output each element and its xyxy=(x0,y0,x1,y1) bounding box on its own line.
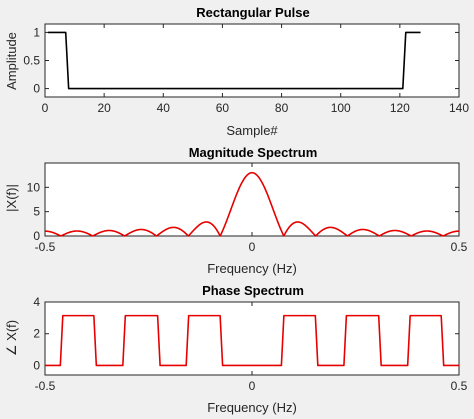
rect-pulse-xtick-label: 100 xyxy=(331,101,351,115)
magnitude-series-line xyxy=(44,171,460,237)
rect-pulse-ytick-label: 1 xyxy=(33,25,40,39)
rect-pulse-panel: Rectangular Pulse 0 20 40 60 80 100 120 140 00.… xyxy=(4,5,469,138)
phase-xtick-label: -0.5 xyxy=(35,379,56,393)
rect-pulse-yticks: 00.51 xyxy=(23,25,459,96)
magnitude-axes xyxy=(44,162,460,237)
magnitude-yticks: 0 5 10 xyxy=(27,180,459,243)
rect-pulse-title: Rectangular Pulse xyxy=(196,5,309,20)
magnitude-ytick-label: 10 xyxy=(27,180,41,194)
rect-pulse-xticks: 0 20 40 60 80 100 120 140 xyxy=(42,24,469,115)
magnitude-xtick-label: 0 xyxy=(249,240,256,254)
magnitude-ylabel: |X(f)| xyxy=(4,184,19,212)
phase-ylabel: ∠ X(f) xyxy=(4,320,19,356)
phase-axes xyxy=(44,301,460,376)
phase-xticks: -0.5 0 0.5 xyxy=(35,302,468,393)
phase-ytick-label: 4 xyxy=(33,295,40,309)
phase-xtick-label: 0 xyxy=(249,379,256,393)
magnitude-xtick-label: -0.5 xyxy=(35,240,56,254)
phase-series-line xyxy=(45,314,459,367)
phase-plot xyxy=(45,314,459,367)
magnitude-title: Magnitude Spectrum xyxy=(189,145,318,160)
magnitude-plot xyxy=(44,171,460,237)
phase-panel: Phase Spectrum -0.5 0 0.5 0 2 4 Frequency (H… xyxy=(4,283,468,415)
phase-title: Phase Spectrum xyxy=(202,283,304,298)
phase-ytick-label: 2 xyxy=(33,327,40,341)
rect-pulse-xtick-label: 20 xyxy=(97,101,111,115)
rect-pulse-axes xyxy=(44,23,460,98)
rect-pulse-xtick-label: 140 xyxy=(449,101,469,115)
rect-pulse-xtick-label: 120 xyxy=(390,101,410,115)
magnitude-xlabel: Frequency (Hz) xyxy=(207,261,297,276)
rect-pulse-ylabel: Amplitude xyxy=(4,32,19,90)
phase-ytick-label: 0 xyxy=(33,358,40,372)
rect-pulse-xtick-label: 40 xyxy=(157,101,171,115)
rect-pulse-series-line xyxy=(47,31,421,90)
rect-pulse-xtick-label: 80 xyxy=(275,101,289,115)
phase-xlabel: Frequency (Hz) xyxy=(207,400,297,415)
rect-pulse-ytick-label: 0.5 xyxy=(23,54,40,68)
magnitude-xtick-label: 0.5 xyxy=(451,240,468,254)
magnitude-xticks: -0.5 0 0.5 xyxy=(35,163,468,254)
magnitude-ytick-label: 5 xyxy=(33,205,40,219)
phase-xtick-label: 0.5 xyxy=(451,379,468,393)
magnitude-ytick-label: 0 xyxy=(33,229,40,243)
rect-pulse-ytick-label: 0 xyxy=(33,82,40,96)
rect-pulse-xtick-label: 0 xyxy=(42,101,49,115)
rect-pulse-plot xyxy=(47,31,421,90)
rect-pulse-xtick-label: 60 xyxy=(216,101,230,115)
rect-pulse-xlabel: Sample# xyxy=(226,123,278,138)
